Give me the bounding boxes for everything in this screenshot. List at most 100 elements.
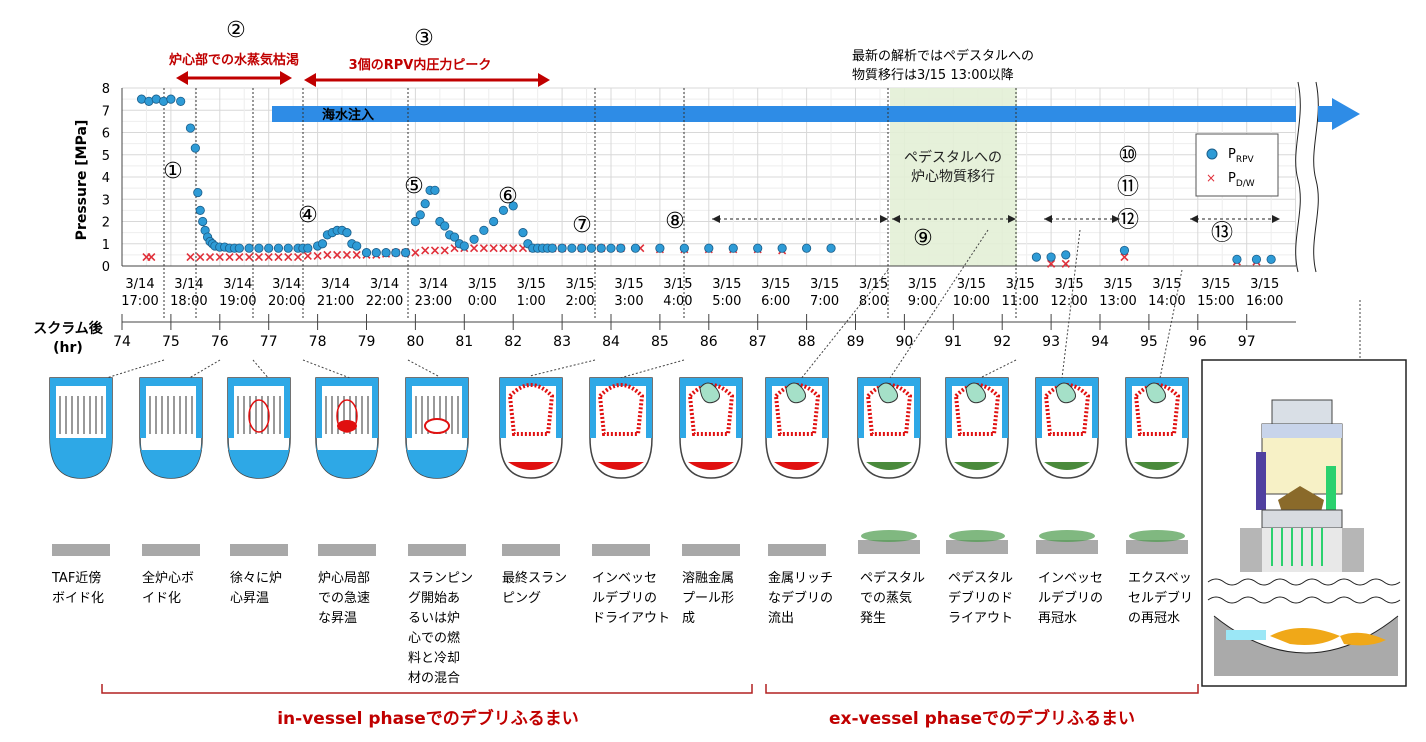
- connector: [619, 359, 685, 379]
- x-tick-date: 3/15: [565, 277, 594, 292]
- debris-strip-3: [230, 544, 288, 556]
- x-tick-time: 23:00: [415, 294, 452, 309]
- y-tick-label: 6: [102, 127, 110, 142]
- x-tick-date: 3/14: [272, 277, 301, 292]
- vessel-right-wall: [284, 378, 290, 438]
- stage-number-9: ⑨: [913, 226, 933, 251]
- prpv-point: [679, 243, 689, 253]
- pdw-point: [274, 253, 283, 262]
- stage-caption-11-line: デブリのド: [948, 590, 1013, 606]
- prpv-point: [381, 248, 391, 258]
- pdw-point: [421, 246, 430, 255]
- vessel-left-wall: [50, 378, 56, 438]
- stage-caption-13-line: エクスベッ: [1128, 571, 1192, 586]
- vessel-left-wall: [946, 378, 952, 438]
- x-tick-time: 1:00: [517, 294, 546, 309]
- stage-caption-2-line: イド化: [142, 591, 181, 606]
- connector: [1061, 229, 1081, 379]
- prpv-point: [440, 221, 450, 231]
- vessel-diagram-12: [1035, 377, 1099, 479]
- pedestal-transfer-label-1: ペデスタルへの: [904, 149, 1002, 166]
- x-tick-date: 3/15: [517, 277, 546, 292]
- stage-caption-5-line: 材の混合: [408, 671, 460, 686]
- x-tick-date: 3/15: [1250, 277, 1279, 292]
- prpv-point: [342, 228, 352, 238]
- debris-crust: [865, 383, 913, 436]
- pdw-point: [147, 253, 156, 262]
- x-tick-time: 3:00: [614, 294, 643, 309]
- stage-caption-5-line: 心での燃: [408, 630, 460, 646]
- stage-number-12: ⑫: [1117, 208, 1139, 233]
- prpv-point: [479, 225, 489, 235]
- note-line-1: 最新の解析ではペデスタルへの: [852, 48, 1034, 64]
- vessel-right-wall: [1002, 378, 1008, 438]
- pdw-point: [509, 244, 518, 253]
- x-tick-time: 19:00: [219, 294, 256, 309]
- hour-tick-label: 89: [847, 334, 865, 350]
- vessel-right-wall: [106, 378, 112, 438]
- x-tick-time: 5:00: [712, 294, 741, 309]
- x-tick-date: 3/15: [712, 277, 741, 292]
- vessel-diagram-10: [857, 377, 921, 479]
- x-tick-time: 4:00: [663, 294, 692, 309]
- vessel-water-upper: [56, 438, 106, 450]
- vessel-outline: [945, 377, 1009, 479]
- prpv-point: [391, 248, 401, 258]
- prpv-point: [415, 210, 425, 220]
- stage-caption-10-line: ペデスタル: [860, 570, 925, 586]
- hour-tick-label: 85: [651, 334, 669, 350]
- debris-strip-1: [52, 544, 110, 556]
- hour-tick-label: 81: [455, 334, 473, 350]
- pedestal-floor-10: [858, 540, 920, 554]
- pdw-point: [1061, 259, 1070, 268]
- connector: [99, 359, 165, 381]
- prpv-point: [489, 216, 499, 227]
- pdw-point: [323, 250, 332, 259]
- stage-number-3: ③: [414, 26, 434, 51]
- stage-caption-6-line: 最終スラン: [502, 570, 567, 586]
- pdw-point: [333, 250, 342, 259]
- prpv-point: [352, 241, 362, 251]
- x-tick-time: 14:00: [1148, 294, 1185, 309]
- prpv-point: [586, 243, 597, 253]
- prpv-point: [616, 243, 626, 253]
- debris-strip-7: [592, 544, 650, 556]
- phase2-arrow: [176, 71, 292, 85]
- vessel-top-band: [1126, 378, 1188, 386]
- hour-tick-label: 93: [1042, 334, 1060, 350]
- prpv-point: [317, 239, 328, 249]
- hour-tick-label: 78: [309, 334, 327, 350]
- prpv-point: [410, 216, 420, 227]
- x-tick-time: 9:00: [908, 294, 937, 309]
- x-tick-time: 17:00: [121, 294, 158, 309]
- hour-tick-label: 97: [1238, 334, 1256, 350]
- prpv-point: [1266, 254, 1276, 264]
- vessel-diagram-11: [945, 377, 1009, 479]
- vessel-left-wall: [140, 378, 146, 438]
- stage-caption-4-line: 炉心局部: [318, 571, 370, 586]
- prpv-point: [420, 199, 430, 209]
- prpv-point: [193, 187, 203, 198]
- prpv-point: [518, 228, 528, 238]
- vessel-outline: [1035, 377, 1099, 479]
- hour-tick-label: 88: [798, 334, 816, 350]
- hour-tick-label: 77: [260, 334, 278, 350]
- lower-plenum-debris: [1044, 462, 1090, 470]
- stage-number-11: ⑪: [1117, 175, 1139, 200]
- pdw-point: [1047, 259, 1056, 268]
- x-tick-date: 3/15: [761, 277, 790, 292]
- lower-plenum-debris: [688, 462, 734, 470]
- stage-number-5: ⑤: [404, 174, 424, 199]
- vessel-right-wall: [196, 378, 202, 438]
- stage-number-1: ①: [163, 159, 183, 184]
- prpv-point: [547, 243, 557, 253]
- hour-tick-label: 96: [1189, 334, 1207, 350]
- pedestal-floor-12: [1036, 540, 1098, 554]
- vessel-diagram-2: [139, 377, 203, 479]
- connector: [529, 359, 596, 377]
- vessel-top-band: [946, 378, 1008, 386]
- pdw-point: [303, 251, 312, 261]
- x-tick-date: 3/14: [223, 277, 252, 292]
- x-tick-date: 3/15: [468, 277, 497, 292]
- stage-caption-11-line: ペデスタル: [948, 570, 1013, 586]
